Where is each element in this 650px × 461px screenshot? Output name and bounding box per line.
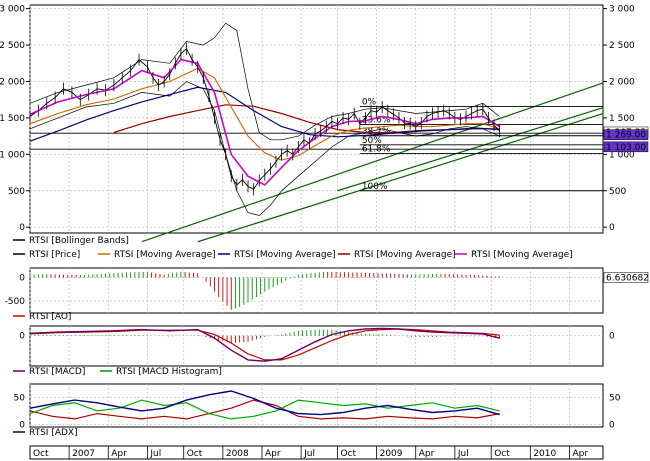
time-tick-label: 2008 <box>226 449 249 459</box>
y-tick-label-left: 2 500 <box>0 41 25 51</box>
y-tick-label-left: 2 000 <box>0 77 25 87</box>
legend-item: RTSI [Moving Average] <box>114 250 216 260</box>
ma-fast-series <box>29 58 501 186</box>
adx-series <box>29 390 500 416</box>
fib-label: 0% <box>362 97 377 107</box>
y-tick-label-right: 3 000 <box>609 5 635 15</box>
panel-frame-macd <box>29 325 604 367</box>
adx-plus-di-series <box>29 399 500 420</box>
adx-tick-label-left: 50 <box>14 393 26 403</box>
time-tick-label: 2009 <box>380 449 403 459</box>
panel-frame-ao <box>29 267 604 314</box>
time-tick-label: Apr <box>111 449 127 459</box>
ao-tick-label: -500 <box>5 297 26 307</box>
ao-value-tag-label: 6.630682 <box>606 273 649 283</box>
macd-tick-label-right: 0 <box>609 332 615 342</box>
fib-label: 38.2% <box>362 127 391 137</box>
time-tick-label: Oct <box>494 449 510 459</box>
time-tick-label: Apr <box>265 449 281 459</box>
time-tick-label: Jul <box>303 449 315 459</box>
time-tick-label: Apr <box>419 449 435 459</box>
value-tag <box>603 141 649 153</box>
ao-tick-label: 0 <box>19 273 25 283</box>
y-tick-label-left: 1 000 <box>0 150 25 160</box>
value-tag <box>603 129 649 140</box>
bollinger-lower-series <box>29 81 500 216</box>
macd-histogram-legend: RTSI [MACD Histogram] <box>116 367 222 377</box>
legend-item: RTSI [Bollinger Bands] <box>29 236 129 246</box>
ao-legend: RTSI [AO] <box>29 312 71 322</box>
time-tick-label: 2007 <box>72 449 95 459</box>
time-tick-label: Oct <box>33 449 49 459</box>
time-tick-label: Jul <box>457 449 469 459</box>
value-tag-label: 1 269.00 <box>606 131 646 141</box>
time-tick-label: Apr <box>572 449 588 459</box>
legend-item: RTSI [Moving Average] <box>234 250 336 260</box>
fib-label: 23.6% <box>362 115 391 125</box>
y-tick-label-right: 1 000 <box>609 150 635 160</box>
ao-value-tag <box>603 272 649 283</box>
y-tick-label-left: 3 000 <box>0 5 25 15</box>
bollinger-upper-series <box>29 22 500 141</box>
y-tick-label-right: 0 <box>609 223 615 233</box>
legend-item: RTSI [Moving Average] <box>354 250 456 260</box>
y-tick-label-right: 2 000 <box>609 77 635 87</box>
adx-tick-label-right: 0 <box>609 420 615 430</box>
time-tick-label: 2010 <box>533 449 556 459</box>
adx-legend: RTSI [ADX] <box>29 428 78 438</box>
macd-series <box>29 327 500 362</box>
macd-tick-label-left: 0 <box>19 332 25 342</box>
value-tag-label: 1 103.00 <box>606 143 646 153</box>
ma-mid-series <box>29 67 500 161</box>
time-tick-label: Oct <box>340 449 356 459</box>
macd-legend: RTSI [MACD] <box>29 367 85 377</box>
adx-tick-label-right: 50 <box>609 393 621 403</box>
y-tick-label-left: 500 <box>8 187 25 197</box>
fib-label: 50% <box>362 136 382 146</box>
legend-item: RTSI [Moving Average] <box>471 250 573 260</box>
y-tick-label-left: 0 <box>19 223 25 233</box>
y-tick-label-right: 2 500 <box>609 41 635 51</box>
trend-line <box>141 82 604 243</box>
ma-slow-series <box>29 86 500 142</box>
y-tick-label-left: 1 500 <box>0 114 25 124</box>
legend-item: RTSI [Price] <box>29 250 80 260</box>
price-series <box>29 47 500 190</box>
adx-tick-label-left: 0 <box>19 420 25 430</box>
panel-frame-adx <box>29 383 604 428</box>
y-tick-label-right: 500 <box>609 187 626 197</box>
time-tick-label: Oct <box>187 449 203 459</box>
y-tick-label-right: 1 500 <box>609 114 635 124</box>
time-tick-label: Jul <box>149 449 161 459</box>
fib-label: 100% <box>362 182 388 192</box>
panel-frame-price <box>29 4 604 234</box>
trend-line <box>197 112 604 243</box>
